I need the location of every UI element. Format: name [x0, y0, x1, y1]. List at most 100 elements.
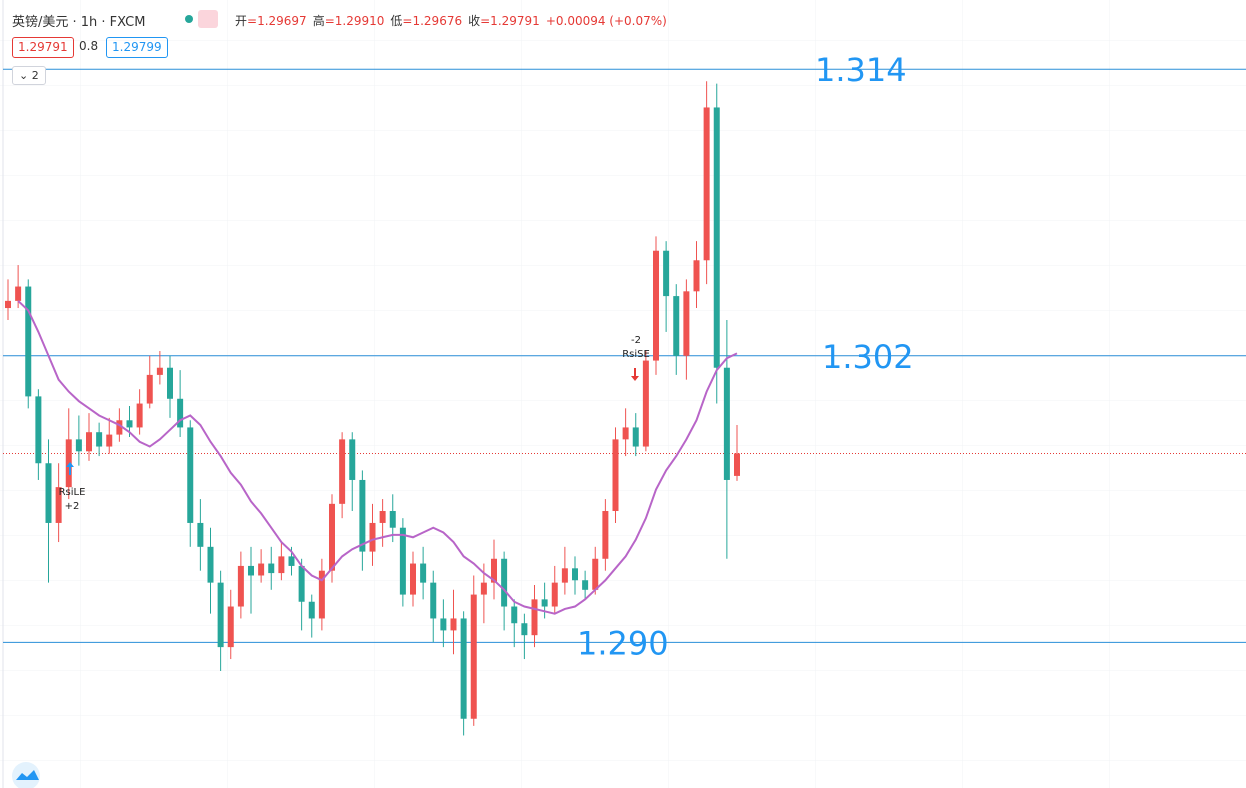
candle-body	[136, 403, 143, 428]
candle-body	[329, 503, 335, 571]
candle-body	[177, 398, 184, 428]
candle-body	[632, 427, 639, 447]
ohlc-key: 低	[390, 14, 403, 28]
candle-body	[318, 570, 325, 619]
candle-body	[187, 427, 194, 523]
candle-body	[592, 558, 599, 590]
symbol[interactable]: 英镑/美元 · 1h · FXCM	[12, 15, 146, 30]
candle-body	[612, 439, 619, 512]
candle-body	[5, 300, 11, 309]
ohlc-value: =1.29697	[247, 14, 307, 28]
candle-body	[663, 250, 670, 297]
candle-body	[35, 396, 42, 464]
ohlc-value: +0.00094 (+0.07%)	[545, 14, 667, 28]
ohlc-value: =1.29791	[480, 14, 540, 28]
candle-body	[207, 546, 214, 583]
level-label: 1.314	[815, 51, 907, 89]
candle-body	[541, 599, 548, 607]
candle-body	[440, 618, 447, 631]
candle-body	[25, 286, 32, 397]
candle-body	[379, 511, 386, 523]
candle-body	[96, 432, 103, 447]
candle-body	[450, 618, 457, 631]
candle-body	[713, 107, 720, 368]
candle-body	[602, 511, 609, 559]
candle-body	[389, 511, 396, 528]
signal-qty: +2	[65, 501, 80, 512]
candle-body	[531, 599, 538, 636]
collapse-button[interactable]: ⌄ 2	[12, 66, 46, 85]
candle-body	[298, 565, 305, 602]
candle-body	[501, 558, 508, 607]
candle-body	[410, 563, 416, 595]
spread: 0.8	[79, 39, 99, 53]
candle-body	[349, 439, 356, 480]
candle-body	[65, 439, 72, 488]
candle-body	[703, 107, 710, 261]
candle-body	[45, 463, 52, 523]
candle-body	[622, 427, 629, 440]
level-label: 1.290	[577, 624, 669, 662]
candle-body	[237, 565, 244, 607]
candle-body	[723, 367, 730, 480]
signal-qty: -2	[631, 335, 641, 346]
ohlc-value: =1.29676	[402, 14, 463, 28]
candle-body	[460, 618, 467, 719]
ohlc: 开=1.29697 高=1.29910 低=1.29676 收=1.29791 +0.0…	[235, 12, 673, 29]
candle-body	[308, 601, 315, 619]
signal-label: RsiLE	[59, 487, 86, 498]
candle-body	[430, 582, 437, 619]
candle-body	[683, 291, 690, 356]
candle-body	[197, 522, 204, 547]
candle-body	[227, 606, 234, 648]
candle-body	[511, 606, 518, 624]
candle-body	[551, 582, 558, 607]
moving-average	[17, 300, 738, 615]
candle-body	[156, 367, 163, 375]
candle-body	[248, 565, 254, 576]
candle-body	[521, 623, 528, 636]
candle-body	[491, 558, 497, 583]
candle-body	[339, 439, 346, 504]
candle-body	[673, 296, 680, 356]
ohlc-value: =1.29910	[324, 14, 385, 28]
candle-body	[693, 260, 700, 292]
candle-body	[653, 250, 659, 361]
candle-body	[582, 580, 589, 590]
candle-body	[126, 420, 133, 428]
price-box: 1.29791	[12, 37, 74, 58]
price-box: 1.29799	[106, 37, 168, 58]
candle-body	[55, 487, 62, 523]
signal-arrow	[631, 368, 639, 381]
status-icons	[180, 10, 220, 28]
candle-body	[106, 434, 113, 447]
candle-body	[288, 556, 295, 566]
candle-body	[217, 582, 224, 648]
candle-body	[572, 568, 578, 581]
candle-body	[359, 479, 366, 552]
candle-body	[480, 582, 487, 595]
ohlc-key: 高	[312, 14, 325, 28]
candle-body	[258, 563, 265, 576]
signal-arrow	[66, 462, 74, 475]
collapse-count: 2	[31, 69, 39, 82]
ohlc-key: 收	[468, 14, 481, 28]
candle-body	[146, 374, 153, 404]
level-label: 1.302	[822, 338, 914, 376]
candle-body	[167, 367, 173, 399]
candle-body	[278, 556, 285, 574]
candle-body	[561, 568, 568, 583]
candle-body	[86, 432, 92, 452]
candle-body	[642, 360, 649, 447]
candle-body	[399, 527, 406, 595]
candle-body	[15, 286, 22, 301]
candle-body	[369, 522, 376, 552]
candle-body	[268, 563, 275, 574]
candle-body	[116, 420, 123, 435]
candle-body	[75, 439, 82, 452]
logo	[12, 762, 40, 788]
candle-body	[470, 594, 477, 719]
